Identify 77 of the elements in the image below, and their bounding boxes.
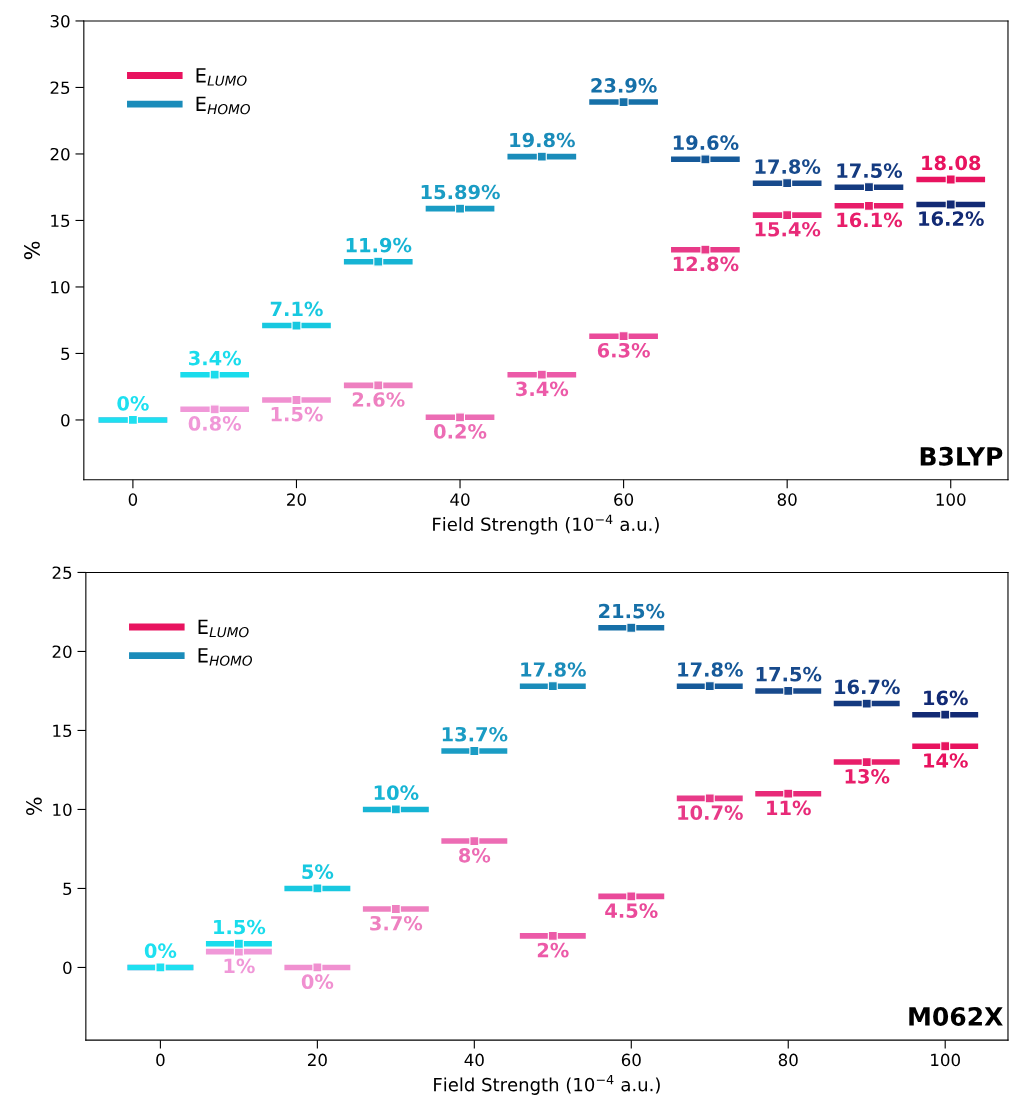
data-label: 17.5% [837,163,903,178]
data-label: 0.8% [188,416,242,431]
y-tick-label: 10 [53,803,72,817]
data-label: 6.3% [597,342,650,358]
data-label: 13.7% [442,726,508,742]
data-label: 0% [144,943,177,959]
data-label: 3.4% [189,350,242,366]
data-label: 16.1% [837,212,903,228]
annotation: M062X [909,1007,1003,1026]
data-label: 13% [845,768,890,784]
y-axis-title: % [26,797,42,816]
data-label: 2.6% [352,392,405,407]
data-label: 21.5% [599,603,665,619]
data-label: 23.9% [591,78,657,93]
legend-label: E$_{HOMO}$ [198,648,253,666]
y-tick-label: 5 [63,882,72,896]
data-label: 16.7% [835,679,900,695]
y-tick-label: 0 [63,961,72,975]
y-tick-label: 10 [51,280,70,294]
x-tick-label: 60 [614,493,634,506]
y-tick-label: 0 [61,413,70,427]
data-label: 1.5% [214,919,266,935]
data-label: 2% [537,942,569,958]
x-tick-label: 40 [464,1053,484,1067]
x-tick-label: 0 [128,493,138,506]
data-label: 7.1% [270,301,323,317]
x-axis-title: Field Strength (10$^{−4}$ a.u.) [434,1075,660,1095]
data-label: 0% [117,395,149,411]
y-tick-label: 25 [50,81,70,95]
x-tick-label: 80 [778,1053,798,1067]
y-tick-label: 15 [53,724,72,738]
x-tick-label: 80 [777,493,797,506]
x-tick-label: 60 [621,1053,641,1067]
data-label: 17.5% [756,666,822,682]
x-tick-label: 100 [936,493,966,506]
y-axis-title: % [24,241,40,260]
data-label: 18.08 [922,155,981,171]
data-label: 0.2% [434,424,487,439]
y-tick-label: 30 [50,14,70,28]
y-tick-label: 5 [61,347,70,361]
data-label: 5% [302,864,334,880]
data-label: 17.8% [678,662,743,677]
data-label: 15.4% [755,221,821,237]
data-label: 19.6% [673,135,739,150]
data-label: 12.8% [673,256,739,272]
data-label: 10.7% [678,805,743,820]
y-tick-label: 25 [52,566,72,580]
legend-label: E$_{LUMO}$ [198,619,249,638]
data-label: 19.8% [510,132,575,148]
data-label: 16% [924,690,968,706]
x-axis-title: Field Strength (10$^{−4}$ a.u.) [433,514,659,535]
data-label: 15.89% [421,184,500,200]
legend-label: E$_{HOMO}$ [196,96,250,115]
x-tick-label: 20 [307,1053,327,1067]
annotation: B3LYP [920,446,1003,466]
data-label: 3.4% [516,381,569,397]
x-tick-label: 20 [287,493,306,506]
y-tick-label: 20 [52,645,72,659]
x-tick-label: 0 [156,1053,165,1067]
y-tick-label: 20 [50,147,70,161]
data-label: 1% [224,958,255,974]
data-label: 8% [459,847,491,863]
data-label: 16.2% [919,211,984,226]
legend-label: E$_{LUMO}$ [196,68,247,86]
x-tick-label: 40 [450,493,470,506]
data-label: 17.8% [755,159,821,174]
data-label: 10% [374,785,419,801]
data-label: 17.8% [521,662,586,677]
data-label: 1.5% [271,406,323,422]
data-label: 3.7% [370,915,423,931]
data-label: 4.5% [605,903,658,918]
x-tick-label: 100 [931,1053,960,1067]
data-label: 14% [924,753,968,768]
data-label: 11% [767,800,811,816]
y-tick-label: 15 [51,214,70,228]
data-label: 0% [301,974,334,990]
data-label: 11.9% [346,237,412,253]
